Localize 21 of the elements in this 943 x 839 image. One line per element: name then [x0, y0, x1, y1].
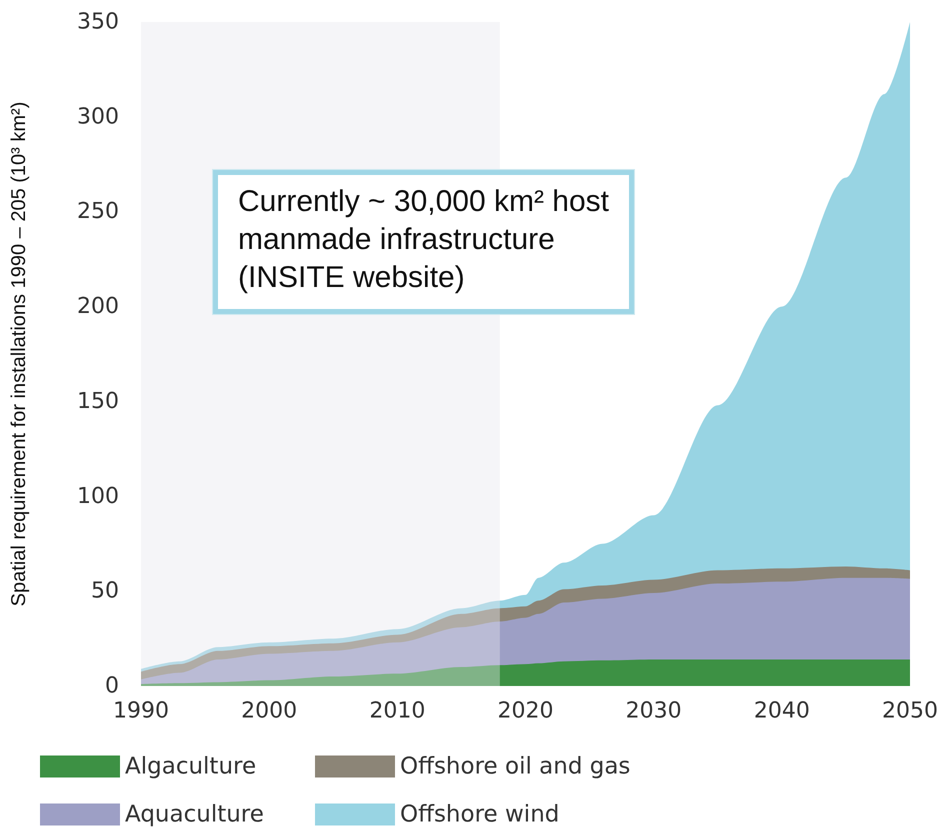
- x-tick-label: 2030: [626, 698, 682, 724]
- y-tick-label: 100: [77, 484, 119, 509]
- x-tick-label: 2040: [754, 698, 810, 724]
- x-tick-label: 2020: [498, 698, 554, 724]
- annotation: Currently ~ 30,000 km² host manmade infrastructure (INSITE website): [213, 170, 634, 314]
- y-axis-title: Spatial requirement for installations 1990 – 205 (10³ km²): [8, 102, 30, 606]
- y-tick-label: 350: [77, 10, 119, 34]
- legend-label: Offshore oil and gas: [400, 754, 630, 780]
- x-tick-label: 1990: [113, 698, 169, 724]
- y-tick-label: 50: [91, 578, 119, 604]
- x-tick-label: 2050: [882, 698, 938, 724]
- legend-label: Aquaculture: [125, 802, 264, 828]
- legend-label: Algaculture: [125, 754, 256, 780]
- legend-label: Offshore wind: [400, 802, 560, 828]
- y-tick-label: 300: [77, 104, 119, 130]
- y-tick-label: 250: [77, 199, 119, 224]
- x-tick-label: 2000: [241, 698, 298, 724]
- x-tick-label: 2010: [369, 698, 426, 724]
- y-tick-label: 150: [77, 388, 119, 414]
- y-tick-label: 0: [105, 674, 119, 698]
- y-tick-label: 200: [77, 294, 119, 320]
